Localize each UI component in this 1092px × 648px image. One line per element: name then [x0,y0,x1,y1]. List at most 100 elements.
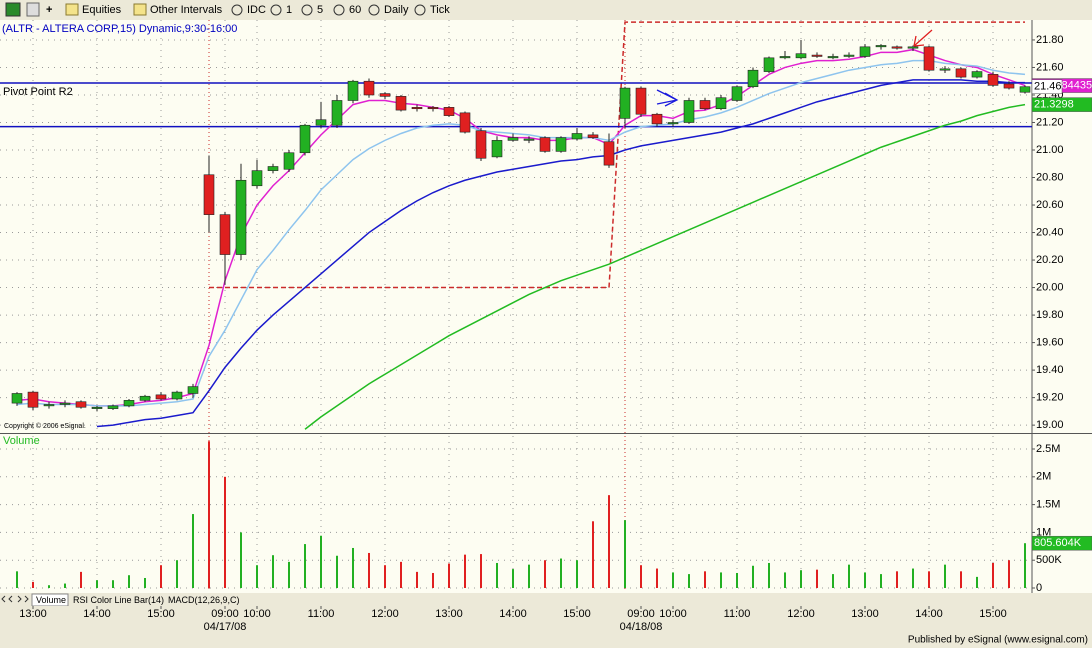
toolbar-item[interactable]: Daily [384,4,409,16]
volume-bar [512,569,514,588]
candle-body [27,391,39,408]
volume-bar [784,572,786,588]
y-tick-label: 20.20 [1036,254,1064,266]
x-tick-label: 12:00 [371,608,399,620]
volume-bar [432,572,434,588]
icon[interactable] [133,3,147,16]
x-tick-label: 15:00 [563,608,591,620]
candle-body [43,404,55,407]
candle-body [651,113,663,125]
y-tick-label: 19.60 [1036,336,1064,348]
y-tick-label: 21.60 [1036,61,1064,73]
y-tick-label: 21.00 [1036,144,1064,156]
x-tick-label: 15:00 [147,608,175,620]
volume-last-label: 805.604K [1034,537,1082,549]
tab-label[interactable]: MACD(12,26,9,C) [168,595,240,605]
candle-body [619,87,631,119]
tab-scroll[interactable] [1,595,29,603]
candle-body [859,46,871,57]
candle-body [891,46,903,49]
x-tick-label: 14:00 [499,608,527,620]
tab-label[interactable]: Volume [36,595,66,605]
volume-bar [160,565,162,588]
icon [414,4,426,16]
candle-body [171,391,183,400]
candle-body [123,400,135,407]
volume-bar [848,564,850,588]
toolbar-item[interactable]: IDC [247,4,266,16]
volume-bar [256,565,258,588]
y-tick-label: 1.5M [1036,499,1060,511]
x-tick-label: 15:00 [979,608,1007,620]
chart-background [0,20,1092,593]
x-tick-label: 13:00 [851,608,879,620]
volume-bar [480,554,482,588]
icon[interactable] [26,2,40,17]
volume-bar [528,564,530,588]
toolbar-item[interactable]: Equities [82,4,122,16]
x-tick-label: 11:00 [724,608,751,620]
volume-bar [32,581,34,588]
candle-body [571,133,583,140]
x-tick-label: 10:00 [243,608,271,620]
toolbar-item[interactable]: Tick [430,4,450,16]
x-tick-label: 12:00 [787,608,815,620]
candle-body [1019,86,1031,93]
x-axis-area [0,606,1092,632]
volume-bar [176,560,178,588]
last-close-label: 21.46 [1034,81,1062,93]
x-tick-label: 13:00 [435,608,463,620]
toolbar-item[interactable]: 1 [286,4,292,16]
candle-body [635,87,647,115]
volume-bar [464,554,466,588]
y-tick-label: 2M [1036,471,1051,483]
volume-bar [960,571,962,588]
toolbar-item[interactable]: 5 [317,4,323,16]
footer: Published by eSignal (www.esignal.com) [908,635,1088,646]
candle-body [155,394,167,400]
candle-body [11,393,23,404]
volume-bar [192,514,194,588]
volume-bar [912,568,914,588]
last-close-label-box [1031,79,1063,94]
toolbar-item[interactable]: 60 [349,4,361,16]
volume-bar [64,583,66,588]
candle-body [955,68,967,78]
volume-bar [448,563,450,588]
candle-body [443,107,455,116]
icon[interactable]: + [46,4,52,16]
volume-bar [1008,560,1010,588]
volume-bar [864,572,866,588]
volume-bar [592,521,594,588]
icon [231,4,243,16]
annotation-arrow [656,89,679,107]
y-tick-label: 19.40 [1036,364,1064,376]
icon[interactable] [5,2,21,17]
icon[interactable] [65,3,79,16]
candle-body [907,46,919,49]
candle-body [331,100,343,126]
volume-bar [944,564,946,588]
volume-bar [928,571,930,588]
pane-title: Volume [3,435,40,447]
candle-body [219,214,231,255]
candle-body [491,140,503,158]
candle-body [395,96,407,111]
tab-label[interactable]: RSI Color Line Bar(14) [73,595,164,605]
candle-body [363,80,375,96]
x-tick-label: 10:00 [659,608,687,620]
candle-body [795,53,807,59]
volume-bar [368,552,370,588]
ma-line [16,59,1026,407]
ma-last-label-box [1031,97,1092,112]
tab-bar [0,593,1032,606]
volume-bar [288,561,290,588]
icon [270,4,282,16]
toolbar-item[interactable]: Other Intervals [150,4,223,16]
candle-body [411,107,423,110]
candle-body [923,46,935,71]
candle-body [971,71,983,78]
ma-line [304,103,1026,430]
icon [301,4,313,16]
candle-body [1003,83,1015,89]
